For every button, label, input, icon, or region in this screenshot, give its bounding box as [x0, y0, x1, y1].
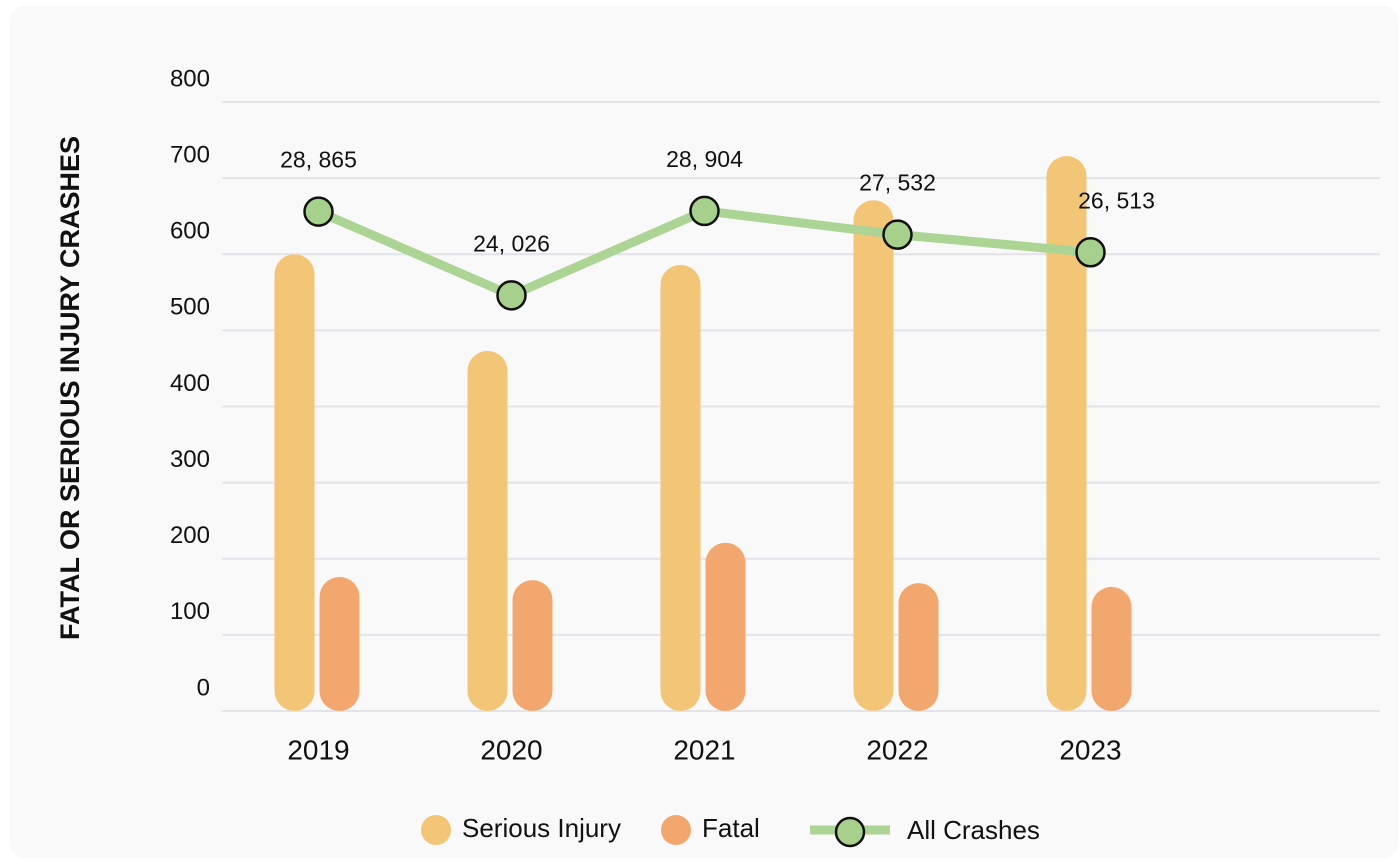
legend-label: All Crashes	[907, 815, 1040, 845]
y-tick-label: 600	[170, 218, 210, 245]
x-tick-label: 2019	[287, 734, 349, 765]
y-tick-label: 500	[170, 294, 210, 321]
bar	[512, 580, 553, 711]
marker	[303, 196, 334, 227]
marker	[1075, 237, 1106, 268]
bar	[660, 264, 701, 711]
y-tick-label: 200	[170, 522, 210, 549]
bar	[467, 350, 508, 711]
y-tick-label: 700	[170, 141, 210, 168]
panel	[10, 6, 1398, 858]
data-label: 26, 513	[1078, 187, 1155, 213]
y-tick-label: 800	[170, 65, 210, 92]
y-tick-label: 100	[170, 598, 210, 625]
data-label: 24, 026	[473, 230, 550, 256]
marker	[496, 280, 527, 311]
legend-marker	[661, 815, 691, 845]
legend-label: Fatal	[702, 813, 760, 843]
y-tick-label: 300	[170, 446, 210, 473]
marker	[882, 219, 913, 250]
legend-marker	[834, 816, 866, 848]
data-label: 28, 865	[280, 147, 357, 173]
legend-marker	[421, 815, 451, 845]
y-tick-label: 0	[197, 674, 210, 701]
bar	[274, 254, 315, 711]
bar	[705, 542, 746, 711]
bar	[319, 577, 360, 711]
y-tick-label: 400	[170, 370, 210, 397]
x-tick-label: 2021	[673, 734, 735, 765]
bar	[853, 200, 894, 712]
x-tick-label: 2022	[866, 734, 928, 765]
bar	[898, 583, 939, 711]
bar	[1091, 586, 1132, 711]
data-label: 27, 532	[859, 170, 936, 196]
bar	[1046, 156, 1087, 711]
y-axis-label: FATAL OR SERIOUS INJURY CRASHES	[55, 136, 85, 640]
data-label: 28, 904	[666, 146, 743, 172]
x-tick-label: 2023	[1059, 734, 1121, 765]
legend-label: Serious Injury	[462, 813, 621, 843]
marker	[689, 195, 720, 227]
x-tick-label: 2020	[480, 734, 542, 765]
